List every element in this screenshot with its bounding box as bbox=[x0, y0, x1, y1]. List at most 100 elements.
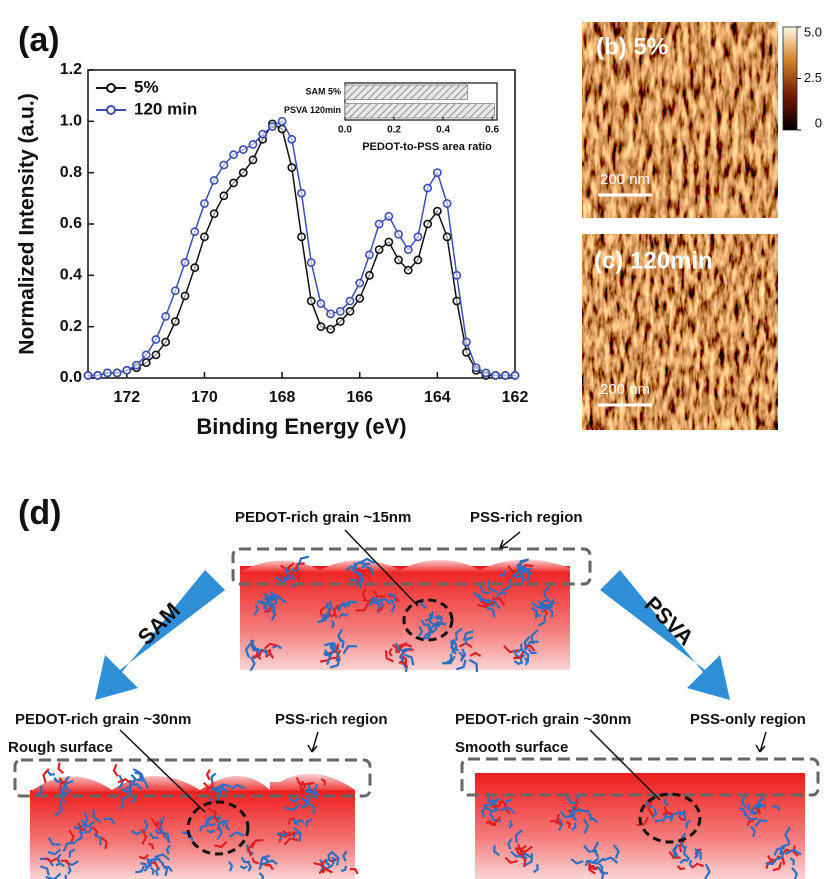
polymer-chain bbox=[48, 771, 55, 775]
data-point bbox=[327, 326, 334, 333]
data-point bbox=[385, 213, 392, 220]
x-tick-label: 0.4 bbox=[436, 125, 450, 136]
data-point bbox=[356, 295, 363, 302]
data-point bbox=[114, 369, 121, 376]
data-point bbox=[376, 246, 383, 253]
polymer-chain bbox=[207, 770, 210, 780]
annotation: PEDOT-rich grain ~30nm bbox=[455, 711, 631, 728]
y-tick-label: 1.0 bbox=[60, 113, 82, 130]
data-point bbox=[278, 118, 285, 125]
data-point bbox=[453, 297, 460, 304]
colorbar-label: 2.5 bbox=[804, 70, 822, 85]
data-point bbox=[288, 164, 295, 171]
data-point bbox=[152, 351, 159, 358]
scale-bar-label: 200 nm bbox=[600, 381, 650, 398]
data-point bbox=[104, 369, 111, 376]
data-point bbox=[308, 259, 315, 266]
data-point bbox=[405, 246, 412, 253]
data-point bbox=[346, 308, 353, 315]
afm-label: (b) 5% bbox=[596, 33, 668, 60]
data-point bbox=[230, 179, 237, 186]
data-point bbox=[269, 123, 276, 130]
x-axis-label: PEDOT-to-PSS area ratio bbox=[362, 141, 492, 153]
data-point bbox=[133, 362, 140, 369]
data-point bbox=[463, 338, 470, 345]
annotation: Smooth surface bbox=[455, 739, 568, 756]
legend-marker bbox=[107, 106, 115, 114]
data-point bbox=[230, 151, 237, 158]
figure: (a) (d) (b) 5% (c) 120min 200 nm 200 nm … bbox=[0, 0, 825, 879]
data-point bbox=[181, 259, 188, 266]
y-tick-label: 1.2 bbox=[60, 61, 82, 78]
data-point bbox=[327, 310, 334, 317]
data-point bbox=[191, 264, 198, 271]
bar-label: PSVA 120min bbox=[284, 105, 341, 115]
colorbar-label: 0 bbox=[815, 115, 822, 130]
annotation: PEDOT-rich grain ~15nm bbox=[235, 509, 411, 526]
data-point bbox=[317, 323, 324, 330]
data-point bbox=[366, 251, 373, 258]
data-point bbox=[240, 169, 247, 176]
data-point bbox=[259, 131, 266, 138]
data-point bbox=[443, 233, 450, 240]
x-tick-label: 170 bbox=[191, 389, 218, 406]
data-point bbox=[356, 279, 363, 286]
polymer-chain bbox=[59, 763, 64, 774]
data-point bbox=[211, 177, 218, 184]
data-point bbox=[201, 200, 208, 207]
polymer-chain bbox=[212, 773, 216, 782]
data-point bbox=[395, 256, 402, 263]
data-point bbox=[492, 372, 499, 379]
data-point bbox=[181, 292, 188, 299]
data-point bbox=[434, 169, 441, 176]
y-tick-label: 0.2 bbox=[60, 318, 82, 335]
data-point bbox=[453, 272, 460, 279]
y-tick-label: 0.4 bbox=[60, 267, 82, 284]
x-tick-label: 168 bbox=[269, 389, 296, 406]
data-point bbox=[337, 308, 344, 315]
data-point bbox=[172, 318, 179, 325]
pointer bbox=[308, 732, 318, 752]
data-point bbox=[191, 228, 198, 235]
data-point bbox=[424, 184, 431, 191]
data-point bbox=[443, 200, 450, 207]
x-axis-label: Binding Energy (eV) bbox=[196, 414, 406, 439]
annotation: Rough surface bbox=[8, 739, 113, 756]
bar bbox=[345, 104, 495, 119]
legend-label: 5% bbox=[134, 77, 159, 96]
data-point bbox=[308, 297, 315, 304]
data-point bbox=[298, 233, 305, 240]
data-point bbox=[143, 359, 150, 366]
colorbar-label: 5.0 bbox=[804, 24, 822, 39]
x-tick-label: 172 bbox=[113, 389, 140, 406]
data-point bbox=[201, 233, 208, 240]
data-point bbox=[172, 287, 179, 294]
x-tick-label: 0.2 bbox=[387, 125, 401, 136]
x-tick-label: 166 bbox=[346, 389, 373, 406]
data-point bbox=[511, 372, 518, 379]
annotation: PSS-rich region bbox=[470, 509, 583, 526]
y-axis-label: Normalized Intensity (a.u.) bbox=[16, 93, 39, 354]
legend-marker bbox=[107, 84, 115, 92]
data-point bbox=[424, 220, 431, 227]
y-tick-label: 0.0 bbox=[60, 369, 82, 386]
data-point bbox=[152, 336, 159, 343]
data-point bbox=[405, 267, 412, 274]
data-point bbox=[473, 364, 480, 371]
data-point bbox=[220, 192, 227, 199]
panel-label: (a) bbox=[18, 21, 60, 59]
page: (a) (d) (b) 5% (c) 120min 200 nm 200 nm … bbox=[0, 0, 825, 879]
surface-domes bbox=[30, 774, 355, 792]
x-tick-label: 162 bbox=[502, 389, 529, 406]
pointer bbox=[756, 732, 766, 752]
data-point bbox=[84, 372, 91, 379]
pointer bbox=[500, 532, 520, 548]
annotation: PSS-only region bbox=[690, 711, 806, 728]
data-point bbox=[211, 210, 218, 217]
process-arrow bbox=[600, 570, 730, 700]
y-tick-label: 0.6 bbox=[60, 215, 82, 232]
polymer-chain bbox=[114, 764, 118, 776]
data-point bbox=[240, 146, 247, 153]
data-point bbox=[298, 190, 305, 197]
data-point bbox=[337, 318, 344, 325]
